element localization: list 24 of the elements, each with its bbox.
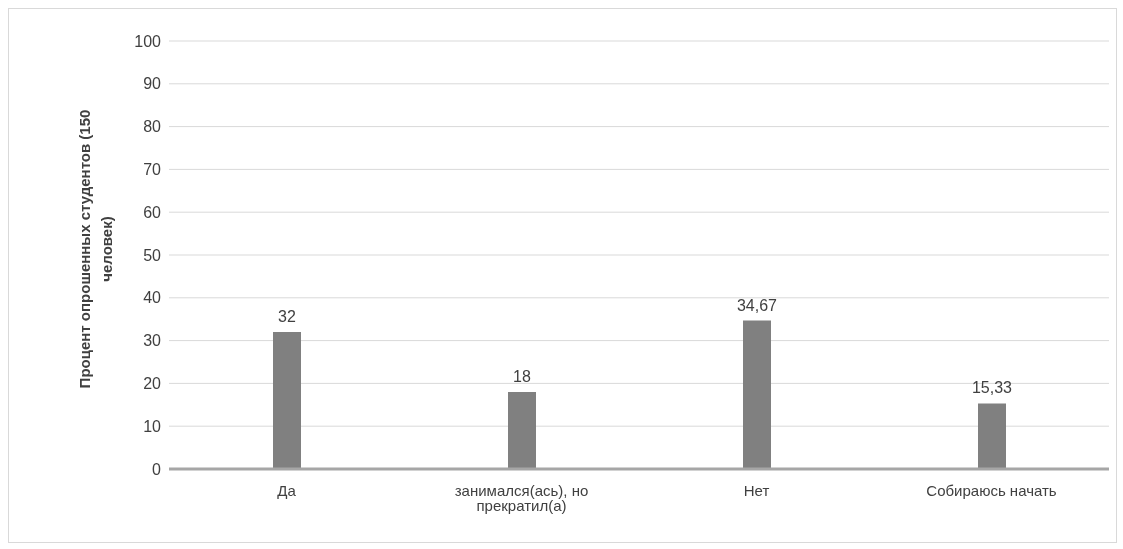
y-tick-label: 20 bbox=[143, 375, 162, 393]
y-axis-title: Процент опрошенных студентов (150 человек) bbox=[75, 108, 116, 391]
x-tick-label: Собираюсь начать bbox=[926, 481, 1057, 499]
bar bbox=[273, 332, 301, 469]
bar bbox=[508, 391, 536, 469]
y-tick-label: 60 bbox=[143, 203, 162, 221]
y-tick-label: 0 bbox=[152, 460, 162, 478]
y-tick-label: 100 bbox=[134, 32, 162, 50]
x-tick-label: занимался(ась), но прекратил(а) bbox=[454, 481, 589, 514]
y-tick-label: 50 bbox=[143, 246, 162, 264]
y-tick-label: 10 bbox=[143, 417, 162, 435]
y-tick-label: 30 bbox=[143, 332, 162, 350]
bar bbox=[743, 320, 771, 469]
data-label: 15,33 bbox=[971, 379, 1013, 397]
data-label: 32 bbox=[278, 308, 296, 326]
data-label: 18 bbox=[513, 367, 531, 385]
data-label: 34,67 bbox=[736, 296, 778, 314]
y-tick-label: 90 bbox=[143, 75, 162, 93]
bar bbox=[978, 403, 1006, 469]
y-tick-label: 80 bbox=[143, 118, 162, 136]
x-tick-label: Нет bbox=[743, 481, 770, 499]
y-tick-label: 40 bbox=[143, 289, 162, 307]
x-tick-label: Да bbox=[277, 481, 297, 499]
y-tick-label: 70 bbox=[143, 161, 162, 179]
